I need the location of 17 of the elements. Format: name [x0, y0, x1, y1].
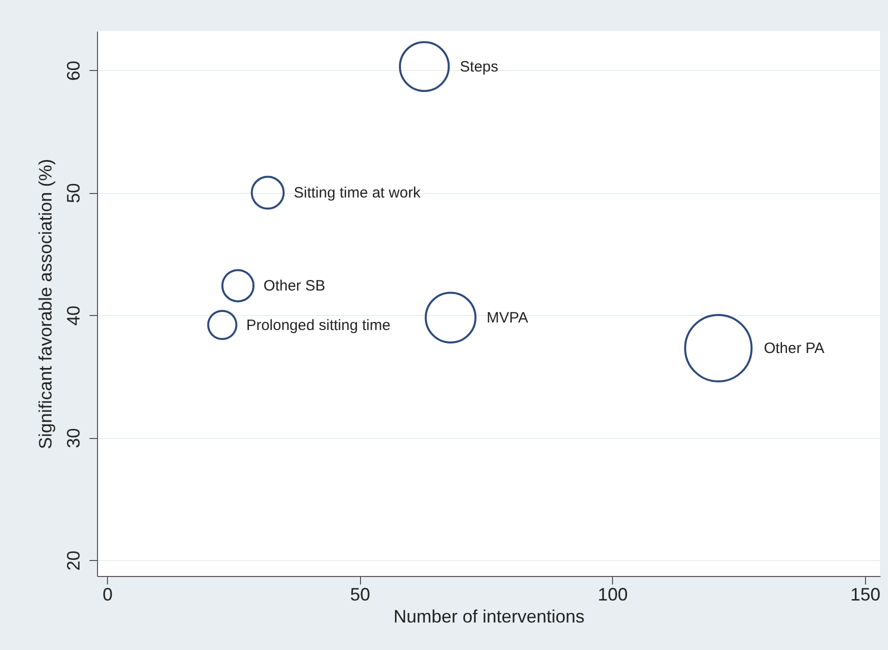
y-tick-label: 50 — [64, 183, 84, 204]
y-tick-label: 20 — [64, 550, 84, 571]
y-tick-label: 60 — [64, 60, 84, 81]
x-axis-title: Number of interventions — [393, 606, 585, 626]
annotation: Other SB — [264, 278, 326, 295]
y-axis-title: Significant favorable association (%) — [36, 158, 56, 450]
annotation: Prolonged sitting time — [246, 316, 390, 334]
annotation: Steps — [460, 58, 498, 76]
x-tick-label: 50 — [350, 584, 370, 604]
annotation: MVPA — [486, 310, 528, 327]
y-tick-label: 30 — [64, 428, 84, 448]
annotation: Other PA — [764, 340, 824, 358]
annotation: Sitting time at work — [294, 184, 421, 202]
x-tick-label: 150 — [850, 584, 880, 604]
y-tick-label: 40 — [64, 306, 84, 326]
x-tick-label: 0 — [102, 584, 113, 604]
x-tick-label: 100 — [598, 584, 628, 604]
